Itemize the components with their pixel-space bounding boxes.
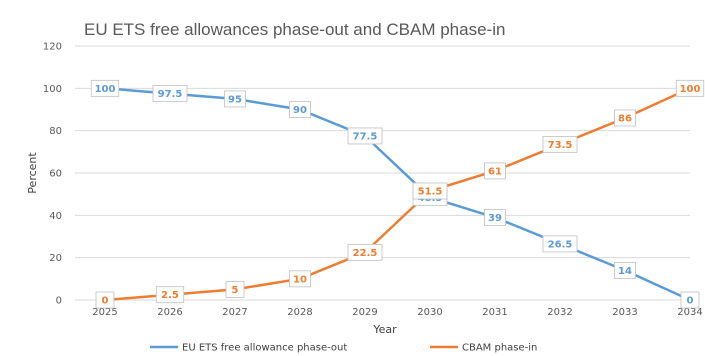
data-label-text: 61 [488, 166, 502, 177]
y-tick-label: 120 [43, 42, 62, 53]
data-label: 39 [484, 209, 506, 226]
data-label: 14 [614, 261, 636, 279]
data-label-box [90, 79, 120, 97]
data-label: 86 [614, 109, 636, 127]
legend: EU ETS free allowance phase-out CBAM phas… [150, 343, 537, 354]
data-label-text: 86 [618, 113, 632, 124]
x-tick-label: 2033 [612, 307, 637, 318]
data-label-box [484, 162, 506, 180]
x-tick-label: 2034 [677, 307, 702, 318]
data-label: 26.5 [542, 235, 578, 253]
x-tick-label: 2027 [222, 307, 247, 318]
data-label-text: 95 [228, 94, 242, 105]
y-axis-title: Percent [26, 152, 39, 194]
data-label-text: 10 [293, 274, 307, 285]
y-axis-ticks: 0 20 40 60 80 100 120 [43, 42, 62, 307]
data-label-box [347, 127, 383, 145]
data-label: 0 [680, 291, 700, 309]
x-tick-label: 2028 [287, 307, 312, 318]
data-label-text: 22.5 [353, 248, 378, 259]
data-label-box [675, 79, 705, 97]
data-label-text: 51.5 [418, 186, 443, 197]
data-label: 95 [224, 90, 246, 108]
data-label: 5 [225, 281, 245, 298]
data-labels: 10097.5959077.548.53926.514002.551022.55… [90, 79, 705, 309]
data-label-text: 100 [680, 84, 701, 95]
data-label-text: 2.5 [161, 290, 179, 301]
data-label-box [289, 270, 311, 288]
data-label-text: 5 [232, 285, 239, 296]
y-tick-label: 60 [49, 169, 62, 180]
gridlines [75, 45, 690, 301]
x-tick-label: 2029 [352, 307, 377, 318]
data-label-box [347, 243, 383, 261]
data-label: 61 [484, 162, 506, 180]
data-label-box [289, 101, 311, 118]
data-label-box [225, 281, 245, 298]
data-label-text: 90 [293, 105, 307, 116]
chart-title: EU ETS free allowances phase-out and CBA… [84, 20, 505, 39]
x-tick-label: 2030 [417, 307, 442, 318]
data-label-box [614, 109, 636, 127]
data-label-text: 73.5 [548, 140, 573, 151]
x-axis-ticks: 2025 2026 2027 2028 2029 2030 2031 2032 2033 2034 [92, 307, 702, 318]
data-label-text: 0 [102, 296, 109, 307]
data-label-text: 97.5 [158, 89, 183, 100]
data-label-box [542, 235, 578, 253]
data-label-text: 100 [95, 84, 116, 95]
data-label: 2.5 [155, 286, 185, 304]
data-label-text: 14 [618, 266, 632, 277]
x-tick-label: 2031 [482, 307, 507, 318]
y-tick-label: 100 [43, 84, 62, 95]
data-label: 73.5 [542, 136, 578, 153]
x-tick-label: 2032 [547, 307, 572, 318]
data-label-box [680, 291, 700, 309]
data-label-box [152, 85, 188, 103]
series-line-0 [104, 87, 691, 302]
data-label-box [412, 182, 448, 200]
y-tick-label: 40 [49, 211, 62, 222]
y-tick-label: 0 [56, 296, 62, 307]
data-label-box [95, 291, 115, 309]
x-tick-label: 2026 [157, 307, 182, 318]
data-label-text: 77.5 [353, 131, 378, 142]
x-tick-label: 2025 [92, 307, 117, 318]
x-axis-title: Year [372, 323, 397, 336]
data-label: 100 [675, 79, 705, 97]
data-label-text: 0 [687, 296, 694, 307]
data-label: 51.5 [412, 182, 448, 200]
data-label-box [542, 136, 578, 153]
series-line-1 [104, 87, 691, 302]
data-label-text: 39 [488, 213, 502, 224]
data-label-box [614, 261, 636, 279]
series-lines [104, 87, 691, 302]
data-label: 10 [289, 270, 311, 288]
y-tick-label: 20 [49, 253, 62, 264]
data-label: 0 [95, 291, 115, 309]
legend-label-1: CBAM phase-in [462, 343, 537, 354]
data-label: 22.5 [347, 243, 383, 261]
y-tick-label: 80 [49, 126, 62, 137]
data-label: 97.5 [152, 85, 188, 103]
data-label: 100 [90, 79, 120, 97]
data-label-box [224, 90, 246, 108]
legend-label-0: EU ETS free allowance phase-out [182, 343, 347, 354]
data-label-box [155, 286, 185, 304]
data-label-box [484, 209, 506, 226]
data-label-text: 26.5 [548, 239, 573, 250]
data-label: 90 [289, 101, 311, 118]
data-label: 77.5 [347, 127, 383, 145]
